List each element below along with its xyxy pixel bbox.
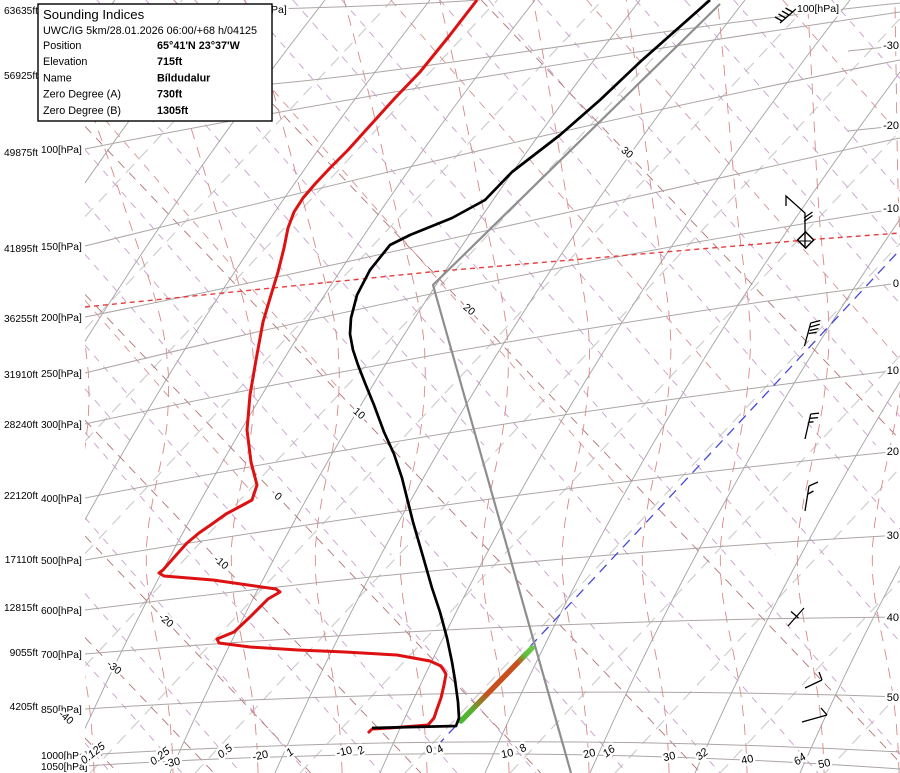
- svg-text:36255ft: 36255ft: [4, 314, 38, 325]
- svg-text:Zero Degree (B): Zero Degree (B): [43, 105, 121, 117]
- svg-text:Zero Degree (A): Zero Degree (A): [43, 89, 121, 101]
- svg-text:30: 30: [662, 750, 676, 764]
- svg-text:Elevation: Elevation: [43, 56, 87, 68]
- svg-text:UWC/IG 5km/28.01.2026 06:00/+6: UWC/IG 5km/28.01.2026 06:00/+68 h/04125: [43, 25, 257, 37]
- svg-text:-20: -20: [883, 120, 899, 132]
- svg-text:20: 20: [582, 747, 596, 761]
- svg-text:0: 0: [893, 278, 899, 290]
- svg-text:1050[hPa]: 1050[hPa]: [41, 762, 88, 773]
- svg-text:-10: -10: [883, 203, 899, 215]
- svg-text:4205ft: 4205ft: [10, 702, 38, 713]
- svg-text:1305ft: 1305ft: [157, 105, 189, 117]
- svg-text:9055ft: 9055ft: [10, 648, 38, 659]
- svg-text:100[hPa]: 100[hPa]: [41, 145, 82, 156]
- svg-text:Sounding Indices: Sounding Indices: [43, 7, 145, 22]
- svg-text:730ft: 730ft: [157, 89, 183, 101]
- svg-text:700[hPa]: 700[hPa]: [41, 650, 82, 661]
- svg-text:10: 10: [887, 365, 899, 377]
- svg-text:30: 30: [887, 530, 899, 542]
- svg-text:Position: Position: [43, 40, 81, 52]
- svg-text:100[hPa]: 100[hPa]: [797, 3, 839, 15]
- svg-text:22120ft: 22120ft: [4, 491, 38, 502]
- svg-text:28240ft: 28240ft: [4, 420, 38, 431]
- svg-text:56925ft: 56925ft: [4, 71, 38, 82]
- svg-text:Bíldudalur: Bíldudalur: [157, 72, 211, 84]
- svg-text:49875ft: 49875ft: [4, 148, 38, 159]
- svg-text:600[hPa]: 600[hPa]: [41, 606, 82, 617]
- svg-text:850[hPa]: 850[hPa]: [41, 705, 82, 716]
- svg-text:-30: -30: [883, 40, 899, 52]
- svg-text:20: 20: [887, 446, 899, 458]
- svg-text:400[hPa]: 400[hPa]: [41, 494, 82, 505]
- svg-text:17110ft: 17110ft: [5, 555, 38, 566]
- svg-text:31910ft: 31910ft: [4, 370, 38, 381]
- svg-text:250[hPa]: 250[hPa]: [41, 369, 82, 380]
- svg-text:41895ft: 41895ft: [4, 244, 38, 255]
- svg-text:Name: Name: [43, 72, 72, 84]
- svg-text:500[hPa]: 500[hPa]: [41, 556, 82, 567]
- svg-text:1000[hPa]: 1000[hPa]: [41, 751, 88, 762]
- svg-text:Pa]: Pa]: [271, 4, 287, 16]
- svg-text:200[hPa]: 200[hPa]: [41, 313, 82, 324]
- svg-text:715ft: 715ft: [157, 56, 183, 68]
- svg-text:300[hPa]: 300[hPa]: [41, 420, 82, 431]
- svg-text:40: 40: [740, 753, 754, 767]
- svg-text:50: 50: [887, 692, 899, 704]
- svg-text:65°41'N 23°37'W: 65°41'N 23°37'W: [157, 40, 241, 52]
- svg-text:10: 10: [500, 747, 514, 761]
- svg-text:40: 40: [887, 612, 899, 624]
- svg-text:50: 50: [817, 757, 831, 771]
- svg-text:12815ft: 12815ft: [4, 603, 38, 614]
- svg-text:150[hPa]: 150[hPa]: [41, 242, 82, 253]
- svg-text:63635ft: 63635ft: [4, 6, 38, 17]
